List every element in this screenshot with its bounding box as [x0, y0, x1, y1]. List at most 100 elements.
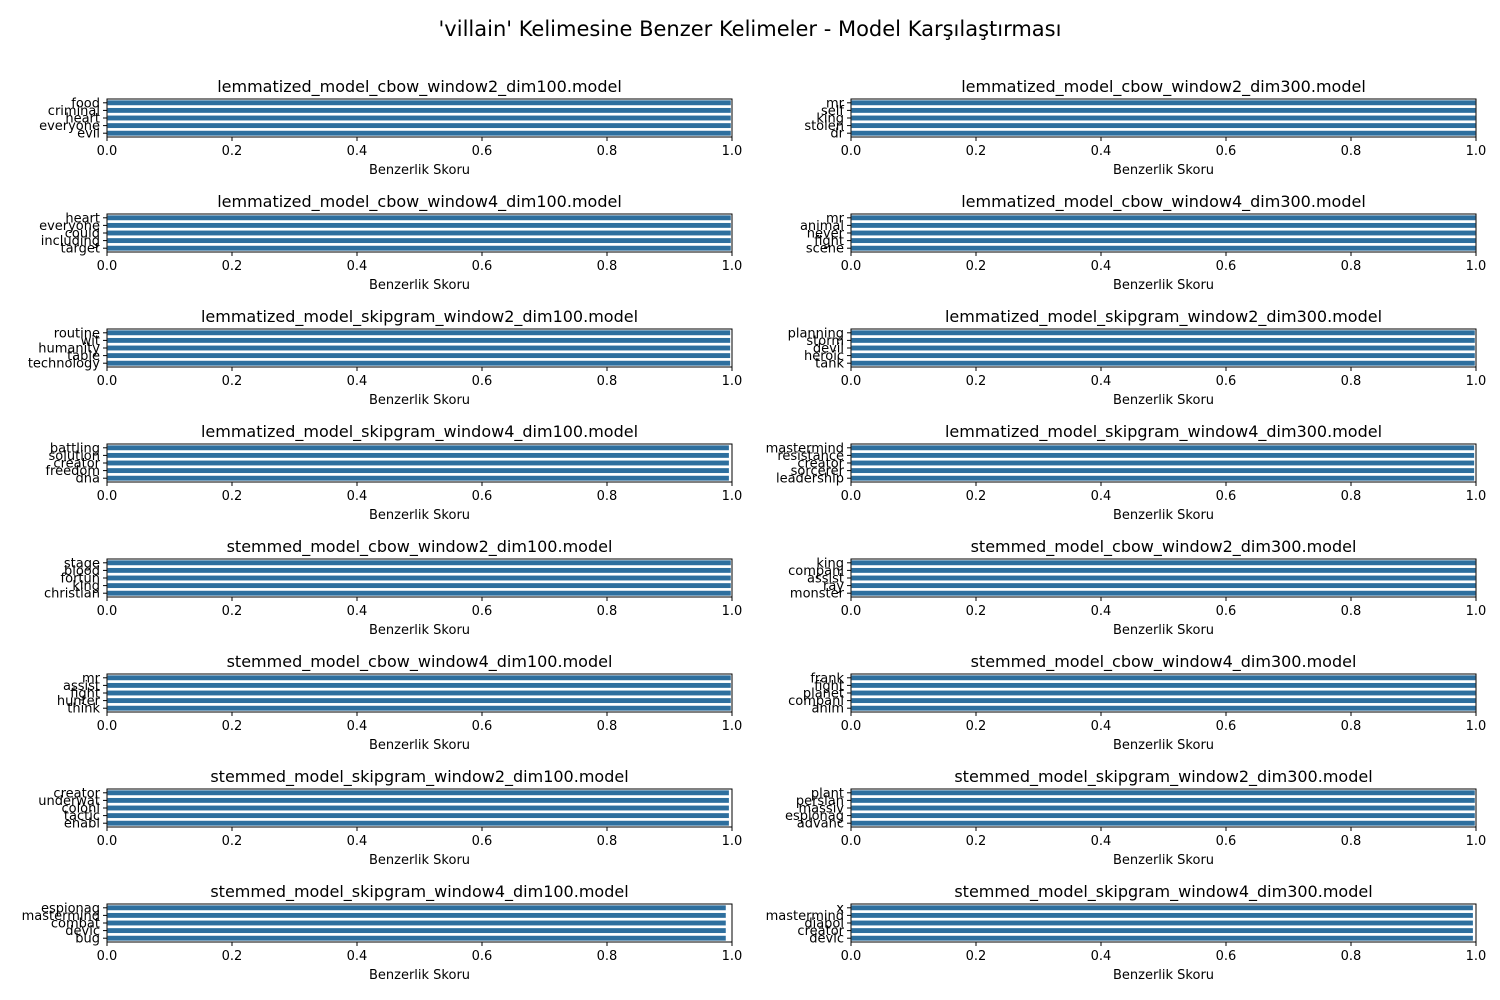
bar [850, 674, 1477, 682]
y-tick-label: tactic [64, 809, 100, 824]
x-tick-label: 0.8 [597, 374, 618, 389]
x-axis-label: Benzerlik Skoru [1113, 623, 1214, 638]
axes-frame [106, 903, 733, 943]
bar [106, 674, 732, 682]
y-tick-label: fortun [61, 572, 100, 587]
y-tick-label: creator [797, 924, 844, 939]
x-tick-label: 1.0 [1466, 834, 1487, 849]
y-tick-label: devic [809, 932, 844, 947]
x-tick-label: 0.6 [472, 259, 493, 274]
x-tick-label: 1.0 [1466, 489, 1487, 504]
bar [850, 214, 1477, 222]
y-tick-label: mastermind [22, 909, 100, 924]
y-tick-label: devic [65, 924, 100, 939]
bar [106, 359, 732, 367]
y-tick-label: x [836, 901, 844, 916]
y-tick-label: compani [788, 694, 844, 709]
subplot-title: lemmatized_model_cbow_window4_dim300.mod… [961, 192, 1366, 212]
x-tick-label: 0.2 [966, 144, 987, 159]
bar [850, 696, 1477, 705]
y-tick-label: routine [54, 326, 100, 341]
x-tick-label: 0.2 [222, 144, 243, 159]
x-tick-label: 1.0 [1466, 604, 1487, 619]
x-tick-label: 0.4 [1091, 374, 1112, 389]
x-axis-label: Benzerlik Skoru [369, 508, 470, 523]
y-tick-label: freedom [45, 464, 100, 479]
x-tick-label: 0.4 [1091, 604, 1112, 619]
bar [106, 351, 732, 360]
bar [106, 129, 732, 137]
bar [106, 919, 727, 927]
x-tick-label: 0.6 [1216, 144, 1237, 159]
x-tick-label: 0.2 [222, 834, 243, 849]
axes-frame [850, 903, 1477, 943]
x-axis-label: Benzerlik Skoru [369, 853, 470, 868]
axes-frame [850, 213, 1477, 253]
subplot-title: stemmed_model_skipgram_window4_dim300.mo… [954, 882, 1372, 902]
x-tick-label: 0.0 [841, 489, 862, 504]
axes-frame [106, 98, 733, 138]
x-tick-label: 1.0 [1466, 719, 1487, 734]
x-tick-label: 1.0 [722, 834, 743, 849]
axes-frame [106, 788, 733, 828]
x-axis-label: Benzerlik Skoru [1113, 738, 1214, 753]
y-tick-label: wit [81, 334, 100, 349]
subplot-panel: lemmatized_model_cbow_window2_dim100.mod… [39, 77, 742, 178]
bar [850, 229, 1477, 237]
y-tick-label: table [67, 349, 100, 364]
x-tick-label: 0.2 [966, 374, 987, 389]
y-tick-label: never [807, 227, 845, 242]
y-tick-label: combat [51, 917, 100, 932]
y-tick-label: blood [64, 564, 100, 579]
subplot-panel: lemmatized_model_skipgram_window2_dim100… [28, 307, 743, 408]
x-tick-label: 0.2 [966, 259, 987, 274]
bar [850, 704, 1477, 712]
bar [106, 796, 731, 805]
y-tick-label: creator [53, 457, 100, 472]
x-tick-label: 0.2 [222, 259, 243, 274]
bar [106, 559, 732, 567]
subplot-panel: lemmatized_model_cbow_window4_dim300.mod… [800, 192, 1486, 293]
x-axis-label: Benzerlik Skoru [369, 393, 470, 408]
subplot-panel: stemmed_model_skipgram_window2_dim300.mo… [785, 767, 1486, 868]
x-axis-label: Benzerlik Skoru [369, 278, 470, 293]
x-tick-label: 0.6 [1216, 374, 1237, 389]
x-tick-label: 0.8 [1341, 144, 1362, 159]
axes-frame [106, 328, 733, 368]
x-tick-label: 1.0 [722, 374, 743, 389]
subplot-panel: stemmed_model_skipgram_window4_dim300.mo… [766, 882, 1487, 983]
y-tick-label: think [67, 702, 100, 717]
bar [850, 796, 1476, 805]
x-axis-label: Benzerlik Skoru [1113, 968, 1214, 983]
bar [106, 236, 732, 245]
x-axis-label: Benzerlik Skoru [1113, 853, 1214, 868]
y-tick-label: heart [65, 112, 100, 127]
x-tick-label: 1.0 [722, 144, 743, 159]
x-tick-label: 1.0 [722, 259, 743, 274]
y-tick-label: dr [830, 127, 844, 142]
bar [850, 129, 1477, 137]
bar [850, 474, 1476, 482]
y-tick-label: heroic [804, 349, 844, 364]
x-tick-label: 1.0 [1466, 259, 1487, 274]
bar [106, 566, 732, 575]
y-tick-label: coloni [61, 802, 100, 817]
bar [106, 459, 731, 467]
bar [106, 904, 727, 912]
y-tick-label: evil [77, 127, 100, 142]
y-tick-label: enabl [64, 817, 100, 832]
y-tick-label: espionag [41, 901, 100, 916]
x-tick-label: 0.0 [841, 834, 862, 849]
subplot-panel: stemmed_model_cbow_window2_dim100.models… [44, 537, 742, 638]
y-tick-label: mastermind [766, 909, 844, 924]
x-tick-label: 0.4 [1091, 144, 1112, 159]
x-tick-label: 0.0 [841, 374, 862, 389]
x-tick-label: 0.6 [472, 144, 493, 159]
bar [106, 336, 732, 345]
subplot-panel: lemmatized_model_skipgram_window4_dim100… [45, 422, 742, 523]
axes-frame [106, 558, 733, 598]
subplot-title: stemmed_model_skipgram_window2_dim100.mo… [210, 767, 628, 787]
y-tick-label: espionag [785, 809, 844, 824]
bar [850, 934, 1475, 942]
